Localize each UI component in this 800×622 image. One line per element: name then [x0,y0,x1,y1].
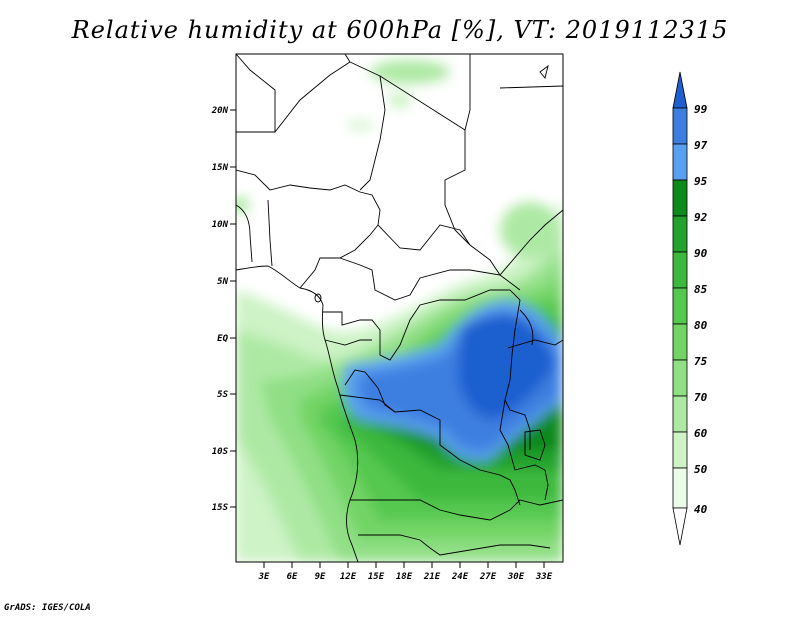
colorbar-label-90: 90 [694,247,708,260]
lat-label-10n: 10N [212,220,229,230]
humidity-field [236,54,563,562]
lon-label-21e: 21E [423,572,441,582]
lon-label-33e: 33E [535,572,553,582]
lat-label-5s: 5S [217,390,228,400]
colorbar-label-80: 80 [694,319,708,332]
lat-label-15n: 15N [212,163,229,173]
country-borders [236,54,563,562]
latitude-axis: 20N 15N 10N 5N EQ 5S 10S 15S [211,106,236,513]
colorbar-segment [672,107,688,145]
colorbar: 99 97 95 92 90 85 80 75 70 60 50 40 [672,71,708,546]
colorbar-segment [672,359,688,397]
colorbar-label-70: 70 [694,391,708,404]
lon-label-12e: 12E [340,572,357,582]
map-title: Relative humidity at 600hPa [%], VT: 201… [71,16,729,44]
colorbar-segment [672,287,688,325]
colorbar-label-85: 85 [694,283,708,296]
colorbar-bottom-arrow [672,507,688,546]
colorbar-label-92: 92 [694,211,708,224]
map-frame [235,53,564,563]
lon-label-18e: 18E [396,572,413,582]
colorbar-label-99: 99 [694,103,708,116]
lat-label-5n: 5N [217,277,228,287]
lon-label-24e: 24E [451,572,469,582]
colorbar-label-97: 97 [694,139,708,152]
colorbar-label-95: 95 [694,175,708,188]
colorbar-segment [672,431,688,469]
colorbar-segment [672,143,688,181]
colorbar-segment [672,467,688,509]
lon-label-30e: 30E [507,572,525,582]
lat-label-20n: 20N [211,106,229,116]
colorbar-segment [672,323,688,361]
colorbar-segment [672,395,688,433]
colorbar-segment [672,215,688,253]
colorbar-label-50: 50 [694,463,708,476]
lon-label-27e: 27E [479,572,497,582]
lat-label-10s: 10S [212,447,229,457]
colorbar-label-40: 40 [694,503,708,516]
lon-label-15e: 15E [368,572,385,582]
colorbar-segment [672,251,688,289]
lon-label-6e: 6E [287,572,298,582]
colorbar-segment [672,179,688,217]
lon-label-9e: 9E [315,572,326,582]
grads-credit: GrADS: IGES/COLA [4,603,91,613]
lat-label-eq: EQ [217,334,228,344]
lat-label-15s: 15S [212,503,229,513]
colorbar-label-60: 60 [694,427,708,440]
lon-label-3e: 3E [258,572,270,582]
longitude-axis: 3E 6E 9E 12E 15E 18E 21E 24E 27E 30E 33E [258,562,553,582]
colorbar-top-arrow [672,71,688,109]
colorbar-label-75: 75 [694,355,708,368]
